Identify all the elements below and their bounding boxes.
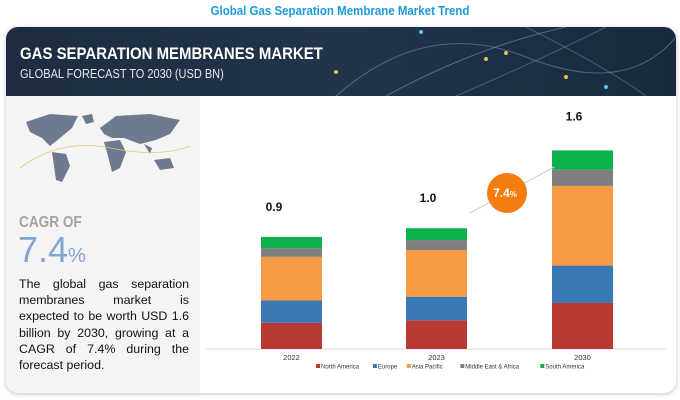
x-tick-label: 2022 xyxy=(283,353,300,362)
bar-segment xyxy=(552,169,613,186)
legend-swatch xyxy=(460,364,465,368)
total-label: 1.6 xyxy=(566,109,583,123)
total-label: 1.0 xyxy=(420,191,437,205)
bar-segment xyxy=(261,256,322,301)
cagr-bubble xyxy=(487,173,527,213)
bar-segment xyxy=(261,248,322,257)
cagr-value: 7.4% xyxy=(18,229,86,271)
legend-label: Asia Pacific xyxy=(412,365,443,371)
network-background-decoration xyxy=(334,27,676,96)
legend-label: Middle East & Africa xyxy=(465,365,519,371)
legend-swatch xyxy=(316,364,320,368)
legend-swatch xyxy=(540,364,545,368)
x-tick-label: 2030 xyxy=(574,353,591,362)
bar-segment xyxy=(406,320,467,349)
legend-swatch xyxy=(372,364,377,368)
world-map-icon xyxy=(20,114,190,182)
chart-title: GAS SEPARATION MEMBRANES MARKET xyxy=(20,44,323,63)
bar-segment xyxy=(406,296,467,321)
page-title: Global Gas Separation Membrane Market Tr… xyxy=(210,4,470,18)
chart-subtitle: GLOBAL FORECAST TO 2030 (USD BN) xyxy=(20,67,224,81)
cagr-unit: % xyxy=(68,245,86,267)
infographic-card: GAS SEPARATION MEMBRANES MARKET GLOBAL F… xyxy=(6,27,676,393)
cagr-number: 7.4 xyxy=(18,229,69,270)
bar-segment xyxy=(552,265,613,303)
cagr-bubble-label: 7.4% xyxy=(493,186,517,200)
bar-segment xyxy=(406,250,467,297)
legend-swatch xyxy=(406,364,411,368)
bar-segment xyxy=(552,302,613,349)
bar-segment xyxy=(552,150,613,170)
summary-panel: CAGR OF 7.4% The global gas separation m… xyxy=(6,96,200,393)
x-tick-label: 2023 xyxy=(428,353,445,362)
bar-segment xyxy=(552,185,613,266)
stacked-bar-chart: 0.9 2022 1.0 2023 1.6 2030 7.4% North America Eu… xyxy=(206,109,666,371)
header-banner: GAS SEPARATION MEMBRANES MARKET GLOBAL F… xyxy=(6,27,676,96)
bar-segment xyxy=(261,236,322,249)
bar-segment xyxy=(406,240,467,251)
bar-segment xyxy=(261,322,322,349)
total-label: 0.9 xyxy=(266,200,283,214)
bar-segment xyxy=(261,300,322,323)
legend-label: Europe xyxy=(378,365,398,371)
bar-segment xyxy=(406,228,467,241)
legend-label: North America xyxy=(321,365,360,371)
cagr-label: CAGR OF xyxy=(19,214,82,231)
legend-label: South America xyxy=(545,365,585,371)
market-description: The global gas separation membranes mark… xyxy=(19,277,189,373)
